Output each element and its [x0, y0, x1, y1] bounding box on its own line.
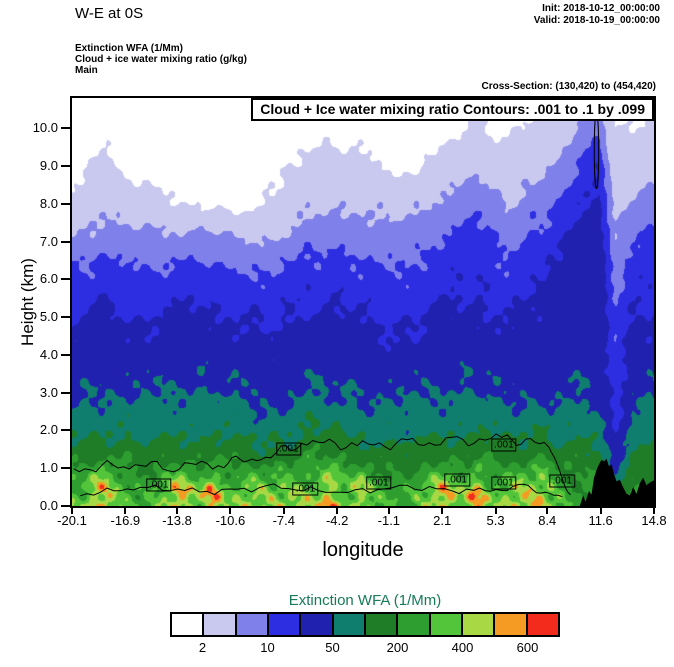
x-tick-label: -7.4 [272, 513, 295, 528]
x-tick-mark [176, 508, 179, 514]
x-tick-label: 14.8 [641, 513, 667, 528]
x-tick-mark [441, 508, 444, 514]
x-tick-mark [387, 508, 390, 514]
x-tick-mark [124, 508, 127, 514]
valid-time: Valid: 2018-10-19_00:00:00 [533, 15, 660, 26]
contour-value-label: .001 [366, 476, 392, 490]
y-tick-label: 3.0 [39, 384, 58, 400]
x-tick-mark [229, 508, 232, 514]
colorbar-tick-label: 10 [260, 640, 275, 655]
y-tick-mark [61, 127, 70, 130]
y-tick-label: 10.0 [32, 120, 58, 136]
contour-value-label: .001 [292, 482, 319, 496]
colorbar-cell [462, 614, 496, 635]
x-tick-label: 11.6 [588, 513, 613, 528]
colorbar-cell [495, 614, 528, 635]
field-label-domain: Main [75, 65, 98, 76]
y-tick-mark [61, 505, 70, 507]
colorbar [170, 612, 560, 637]
colorbar-tick-label: 200 [386, 640, 409, 655]
contour-value-label: .001 [549, 474, 575, 488]
y-tick-label: 9.0 [39, 158, 58, 173]
colorbar-tick-label: 600 [516, 640, 539, 655]
cross-section-label: Cross-Section: (130,420) to (454,420) [481, 81, 656, 92]
x-tick-label: -4.2 [325, 513, 349, 528]
contour-value-label: .001 [145, 478, 172, 492]
y-tick-mark [61, 278, 70, 281]
colorbar-tick-label: 50 [325, 640, 340, 655]
colorbar-cell [527, 614, 558, 635]
colorbar-tick-label: 2 [198, 640, 207, 655]
page-title: W-E at 0S [75, 5, 144, 22]
terrain-silhouette [579, 458, 654, 506]
x-tick-label: -13.8 [162, 513, 192, 528]
y-tick-label: 7.0 [39, 233, 58, 249]
init-time: Init: 2018-10-12_00:00:00 [542, 3, 660, 14]
y-tick-mark [61, 353, 70, 356]
colorbar-cell [430, 614, 463, 635]
cloud-ice-contour-line [73, 433, 571, 496]
x-tick-label: 5.3 [486, 513, 505, 528]
colorbar-tick-label: 400 [451, 640, 474, 655]
field-label-extinction: Extinction WFA (1/Mm) [75, 43, 183, 54]
y-tick-label: 8.0 [39, 195, 58, 211]
y-tick-mark [61, 316, 70, 319]
x-tick-mark [282, 508, 285, 514]
contour-value-label: .001 [491, 476, 517, 490]
contour-info-box: Cloud + Ice water mixing ratio Contours:… [251, 98, 654, 121]
colorbar-cell [236, 614, 269, 635]
contour-field-canvas [72, 98, 654, 506]
x-tick-mark [336, 508, 339, 514]
x-tick-label: -16.9 [110, 513, 141, 528]
colorbar-cell [268, 614, 302, 635]
colorbar-cell [301, 614, 334, 635]
x-tick-mark [71, 508, 73, 514]
x-tick-mark [546, 508, 549, 514]
y-tick-label: 1.0 [39, 460, 58, 476]
contour-overlay [73, 112, 654, 506]
colorbar-cell [333, 614, 366, 635]
y-tick-label: 6.0 [39, 271, 58, 287]
plot-area: Cloud + Ice water mixing ratio Contours:… [70, 96, 656, 508]
y-tick-mark [61, 202, 70, 205]
x-tick-label: 8.4 [538, 513, 557, 528]
cloud-ice-contour-loop [593, 112, 600, 190]
colorbar-title: Extinction WFA (1/Mm) [288, 592, 442, 609]
y-tick-label: 4.0 [39, 346, 58, 362]
y-tick-label: 0.0 [39, 498, 58, 513]
colorbar-cell [365, 614, 399, 635]
x-axis-title: longitude [322, 539, 404, 561]
x-tick-label: -1.1 [377, 513, 401, 528]
colorbar-cell [172, 614, 205, 635]
y-tick-mark [61, 240, 70, 243]
y-tick-label: 5.0 [39, 309, 58, 325]
x-tick-label: -10.6 [215, 513, 246, 528]
x-tick-label: 2.1 [433, 513, 452, 528]
y-tick-label: 2.0 [39, 422, 58, 438]
y-tick-mark [61, 391, 70, 394]
field-label-cloud-ice: Cloud + ice water mixing ratio (g/kg) [75, 54, 247, 65]
contour-value-label: .001 [491, 438, 517, 452]
y-tick-mark [61, 429, 70, 432]
y-tick-mark [61, 165, 70, 167]
x-tick-mark [494, 508, 497, 514]
contour-value-label: .001 [276, 442, 302, 456]
contour-value-label: .001 [444, 473, 470, 487]
field-list: Extinction WFA (1/Mm) Cloud + ice water … [75, 43, 247, 76]
y-tick-mark [61, 467, 70, 470]
cloud-ice-contour-line [80, 483, 563, 498]
x-tick-mark [653, 508, 655, 514]
y-axis-title: Height (km) [18, 258, 37, 346]
colorbar-cell [398, 614, 431, 635]
x-tick-label: -20.1 [57, 513, 87, 528]
x-tick-mark [599, 508, 602, 514]
colorbar-cell [204, 614, 237, 635]
